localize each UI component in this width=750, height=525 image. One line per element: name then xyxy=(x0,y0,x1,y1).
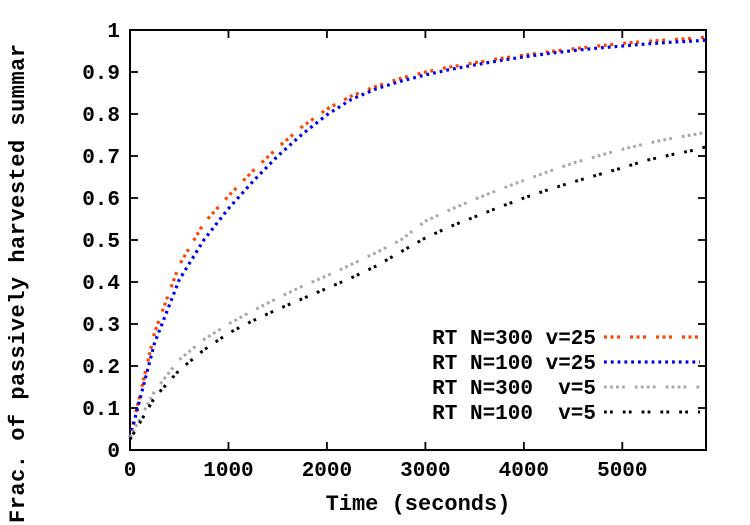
y-tick-label: 0.4 xyxy=(82,273,120,296)
y-tick-label: 0 xyxy=(107,441,120,464)
legend-entry: RT N=300 v=5 xyxy=(432,378,700,401)
y-tick-label: 0.2 xyxy=(82,357,120,380)
y-tick-label: 0.1 xyxy=(82,399,120,422)
series-line-2 xyxy=(128,130,707,439)
y-tick-label: 0.5 xyxy=(82,231,120,254)
series-line-3 xyxy=(128,145,707,441)
y-axis-title: Frac. of passively harvested summar xyxy=(6,43,31,523)
legend-label: RT N=300 v=5 xyxy=(432,378,596,401)
y-tick-label: 0.8 xyxy=(82,105,120,128)
series-line-1 xyxy=(128,38,707,438)
legend-entry: RT N=300 v=25 xyxy=(432,328,700,351)
legend-entry: RT N=100 v=5 xyxy=(432,403,700,426)
y-tick-label: 1 xyxy=(107,21,120,44)
x-tick-label: 0 xyxy=(124,460,137,483)
legend-label: RT N=100 v=5 xyxy=(432,403,596,426)
x-tick-label: 2000 xyxy=(302,460,352,483)
y-tick-label: 0.7 xyxy=(82,147,120,170)
series-line-0 xyxy=(128,35,707,438)
legend-entry: RT N=100 v=25 xyxy=(432,353,700,376)
legend-label: RT N=300 v=25 xyxy=(432,328,596,351)
x-tick-label: 3000 xyxy=(400,460,450,483)
legend-label: RT N=100 v=25 xyxy=(432,353,596,376)
x-tick-label: 4000 xyxy=(499,460,549,483)
y-tick-label: 0.3 xyxy=(82,315,120,338)
plot-frame xyxy=(129,29,707,451)
y-tick-label: 0.9 xyxy=(82,63,120,86)
x-axis-title: Time (seconds) xyxy=(326,492,511,517)
y-tick-label: 0.6 xyxy=(82,189,120,212)
x-tick-label: 5000 xyxy=(597,460,647,483)
x-tick-label: 1000 xyxy=(203,460,253,483)
